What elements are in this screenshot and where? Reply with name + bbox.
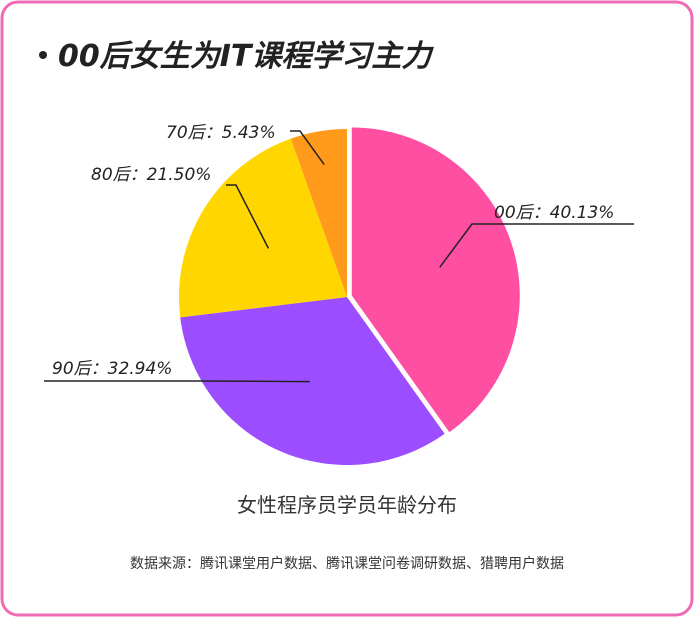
label-separator: ： [130, 165, 147, 185]
slice-category: 80后 [91, 165, 132, 185]
leader-line [44, 380, 310, 383]
slice-value-label: 40.13% [550, 203, 615, 223]
source-note: 数据来源：腾讯课堂用户数据、腾讯课堂问卷调研数据、猎聘用户数据 [130, 555, 564, 572]
slice-category: 70后 [166, 123, 207, 143]
label-separator: ： [205, 123, 222, 143]
slice-label: 00后：40.13% [494, 203, 614, 223]
slice-category: 00后 [494, 203, 535, 223]
slice-label: 70后：5.43% [166, 123, 276, 143]
chart-title: 00后女生为IT课程学习主力 [58, 39, 434, 74]
slice-value-label: 21.50% [147, 165, 212, 185]
slice-value-label: 32.94% [108, 359, 173, 379]
label-separator: ： [533, 203, 550, 223]
leader-line [439, 223, 634, 268]
chart-subtitle: 女性程序员学员年龄分布 [237, 493, 457, 517]
pie-slice [180, 297, 445, 465]
pie-slice [290, 129, 347, 297]
label-separator: ： [91, 359, 108, 379]
pie-slice [179, 138, 347, 318]
slice-label: 80后：21.50% [91, 165, 211, 185]
title-bullet [39, 51, 47, 59]
slice-category: 90后 [52, 359, 93, 379]
leader-line [226, 184, 270, 249]
pie-slice [351, 127, 520, 433]
leader-line [290, 130, 325, 165]
slice-value-label: 5.43% [222, 123, 276, 143]
slice-label: 90后：32.94% [52, 359, 172, 379]
